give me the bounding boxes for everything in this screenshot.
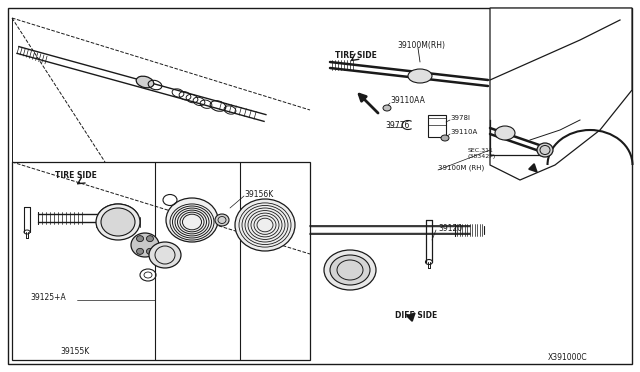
Ellipse shape: [215, 214, 229, 226]
Ellipse shape: [235, 199, 295, 251]
Ellipse shape: [101, 208, 135, 236]
Ellipse shape: [166, 198, 218, 242]
Text: TIRE SIDE: TIRE SIDE: [55, 170, 97, 180]
Text: 39100M(RH): 39100M(RH): [397, 41, 445, 49]
Text: 39155K: 39155K: [60, 347, 89, 356]
Ellipse shape: [441, 135, 449, 141]
Polygon shape: [490, 8, 632, 180]
Ellipse shape: [136, 248, 143, 254]
Text: 3978l: 3978l: [450, 115, 470, 121]
Ellipse shape: [96, 204, 140, 240]
Text: 39776: 39776: [385, 121, 410, 129]
Text: 39156K: 39156K: [244, 189, 273, 199]
Bar: [12, 162, 310, 360]
Text: DIFF SIDE: DIFF SIDE: [395, 311, 437, 320]
Ellipse shape: [495, 126, 515, 140]
Text: X391000C: X391000C: [548, 353, 588, 362]
Ellipse shape: [383, 105, 391, 111]
Ellipse shape: [136, 235, 143, 242]
Ellipse shape: [147, 235, 154, 242]
Text: TIRE SIDE: TIRE SIDE: [335, 51, 377, 60]
Text: SEC.311
(38342P): SEC.311 (38342P): [468, 148, 496, 159]
Ellipse shape: [330, 255, 370, 285]
Text: 39125+A: 39125+A: [30, 294, 66, 302]
Text: 39120: 39120: [438, 224, 462, 232]
Ellipse shape: [537, 143, 553, 157]
Text: 39110A: 39110A: [450, 129, 477, 135]
Text: 39100M (RH): 39100M (RH): [438, 165, 484, 171]
Ellipse shape: [149, 242, 181, 268]
Ellipse shape: [131, 233, 159, 257]
Ellipse shape: [147, 248, 154, 254]
Ellipse shape: [408, 69, 432, 83]
Bar: [428, 115, 446, 137]
Ellipse shape: [324, 250, 376, 290]
Text: 39110AA: 39110AA: [390, 96, 425, 105]
Ellipse shape: [136, 76, 154, 88]
